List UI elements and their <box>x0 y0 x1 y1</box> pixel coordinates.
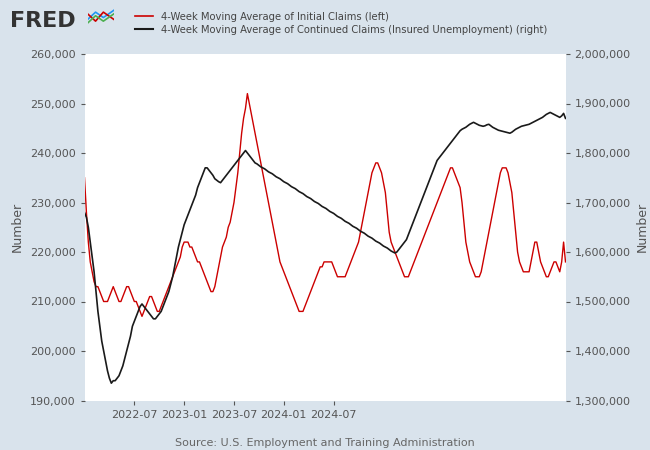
Y-axis label: Number: Number <box>11 202 24 252</box>
Text: FRED: FRED <box>10 11 75 31</box>
Legend: 4-Week Moving Average of Initial Claims (left), 4-Week Moving Average of Continu: 4-Week Moving Average of Initial Claims … <box>135 12 547 35</box>
Y-axis label: Number: Number <box>636 202 649 252</box>
Text: Source: U.S. Employment and Training Administration: Source: U.S. Employment and Training Adm… <box>175 437 475 447</box>
